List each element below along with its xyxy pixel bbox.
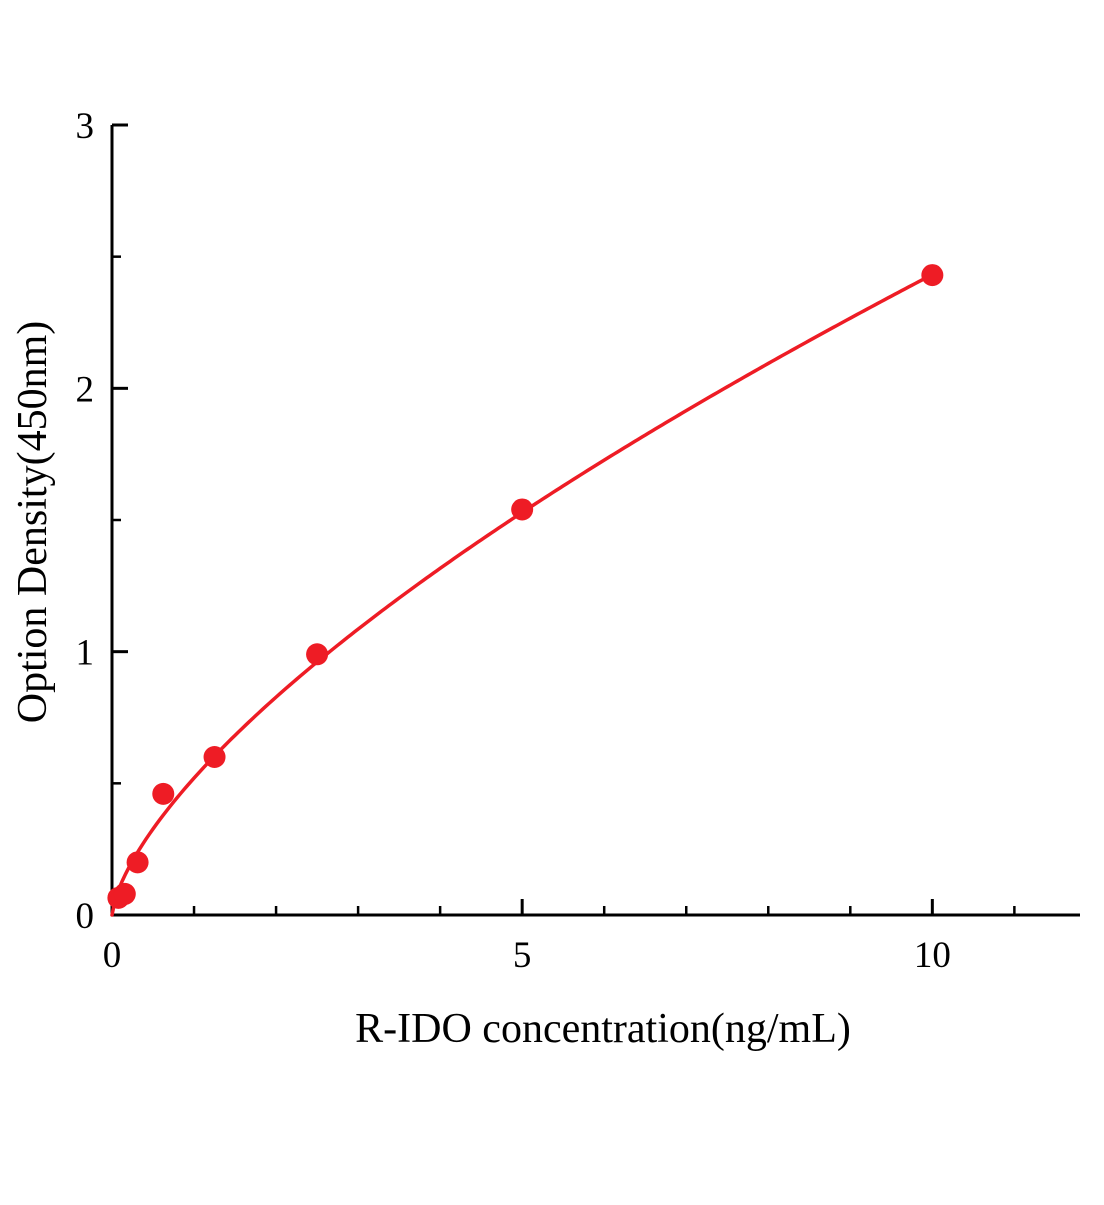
x-tick-label: 10 (914, 935, 951, 976)
data-point (126, 851, 149, 874)
y-tick-label: 3 (76, 106, 95, 147)
x-axis-label: R-IDO concentration(ng/mL) (355, 1006, 851, 1052)
y-tick-label: 2 (76, 369, 95, 410)
data-point (203, 746, 226, 768)
y-axis-label: Option Density(450nm) (10, 321, 56, 723)
data-point (511, 498, 534, 521)
fit-curve (110, 272, 935, 917)
data-point (921, 264, 944, 287)
data-point (113, 882, 136, 905)
data-point (306, 643, 329, 666)
y-tick-label: 0 (76, 896, 95, 937)
axes-layer (110, 123, 1080, 917)
labels-layer: R-IDO concentration(ng/mL) Option Densit… (10, 106, 951, 1052)
curve-layer (110, 272, 935, 917)
y-tick-label: 1 (76, 633, 95, 674)
data-point (152, 782, 175, 805)
x-tick-label: 5 (513, 935, 532, 976)
points-layer (107, 264, 944, 909)
x-tick-label: 0 (103, 935, 122, 976)
